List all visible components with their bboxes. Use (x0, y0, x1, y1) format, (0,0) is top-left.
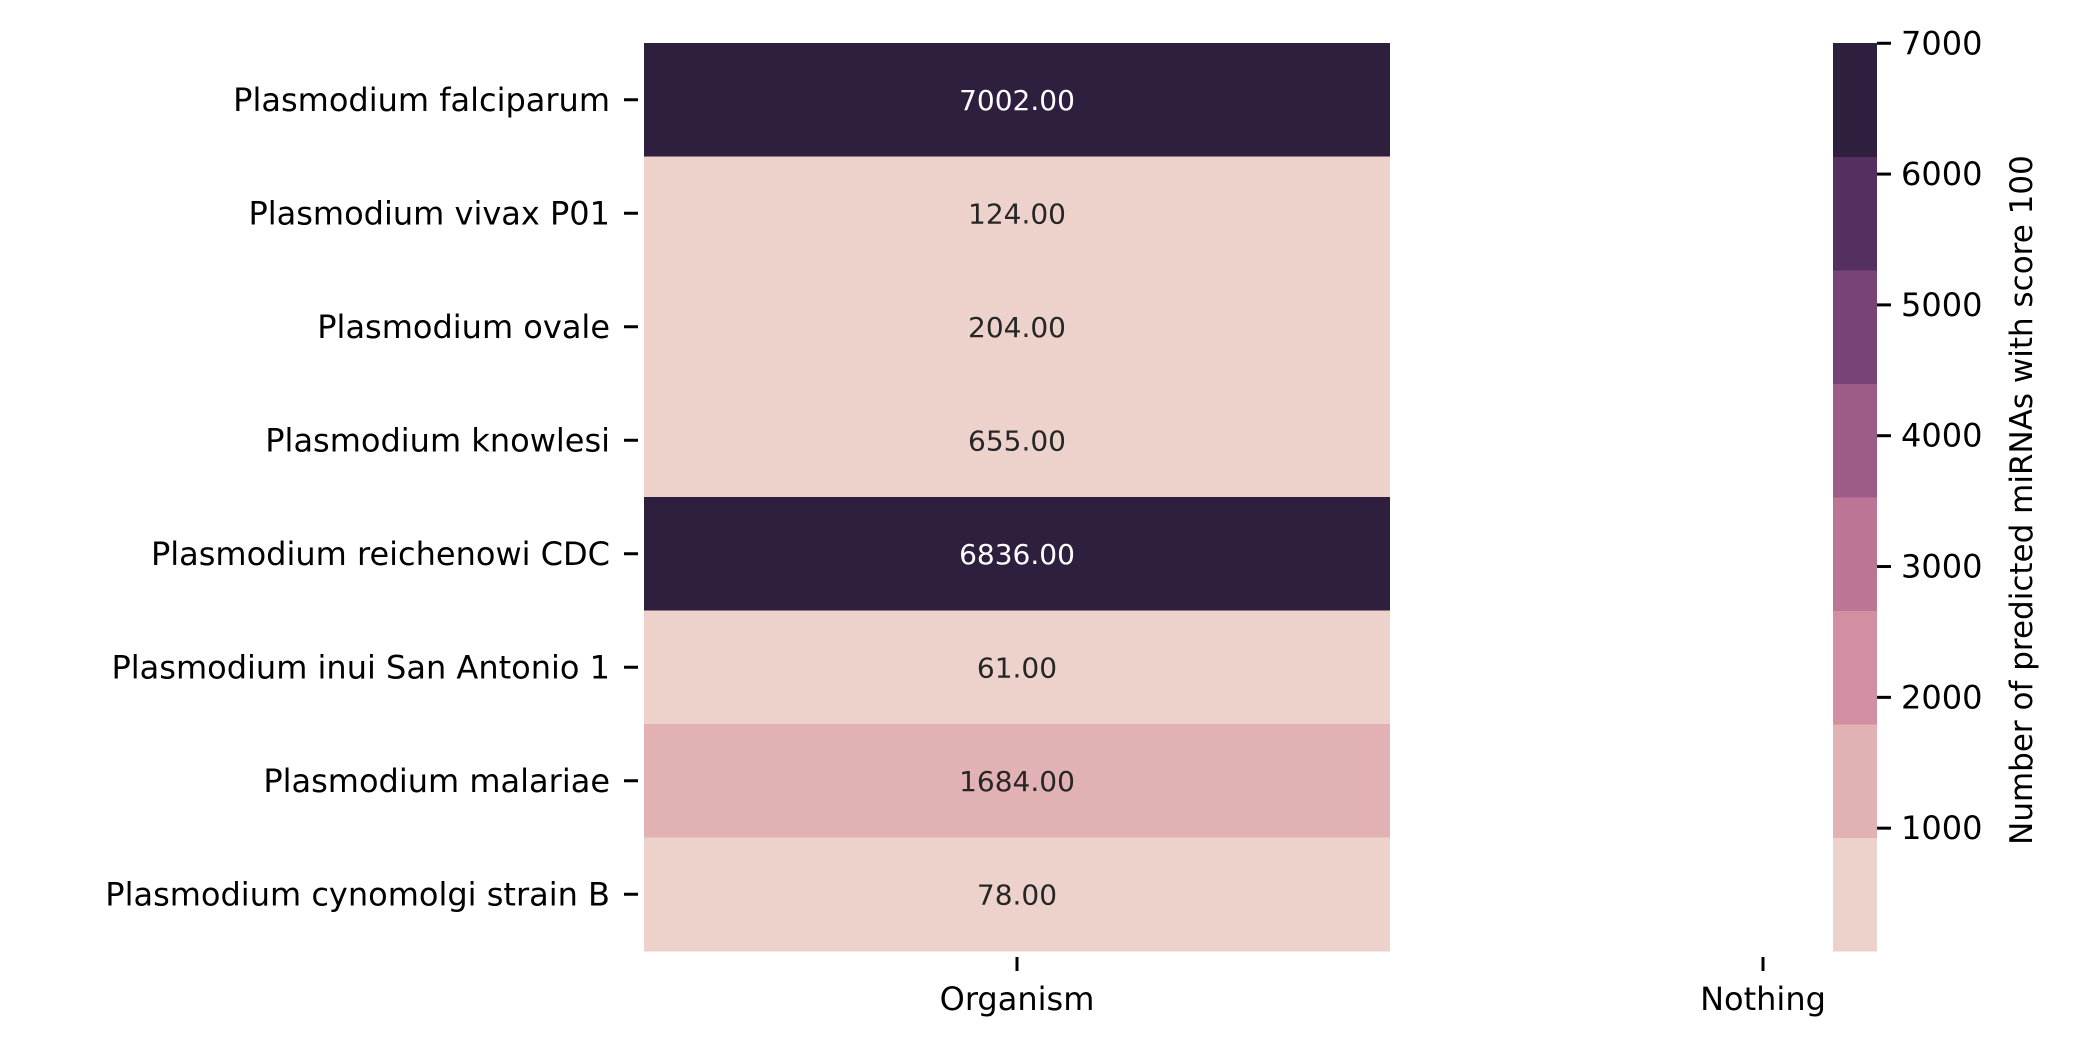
y-tick-label: Plasmodium knowlesi (265, 421, 610, 459)
y-tick-label: Plasmodium ovale (317, 308, 610, 346)
colorbar-tick-label: 1000 (1901, 809, 1982, 847)
cell-value-label: 78.00 (977, 878, 1057, 911)
heatmap-cells (644, 43, 1390, 952)
colorbar-segment (1833, 156, 1877, 271)
colorbar-segment (1833, 610, 1877, 725)
heatmap-cell (644, 837, 1390, 952)
colorbar-tick-label: 5000 (1901, 286, 1982, 324)
y-tick-label: Plasmodium inui San Antonio 1 (111, 648, 610, 686)
heatmap-cell (644, 43, 1390, 157)
colorbar-segment (1833, 837, 1877, 952)
colorbar-segment (1833, 43, 1877, 157)
x-tick-label: Nothing (1700, 980, 1826, 1018)
cell-value-label: 7002.00 (959, 84, 1075, 117)
colorbar-segment (1833, 270, 1877, 384)
heatmap-cell (644, 383, 1390, 498)
colorbar-tick-label: 3000 (1901, 548, 1982, 586)
y-tick-label: Plasmodium reichenowi CDC (151, 535, 610, 573)
heatmap-cell (644, 270, 1390, 384)
colorbar-segment (1833, 383, 1877, 498)
x-axis: Organism Nothing (940, 957, 1826, 1018)
y-tick-label: Plasmodium cynomolgi strain B (105, 875, 610, 913)
cell-value-label: 61.00 (977, 651, 1057, 684)
colorbar-segment (1833, 724, 1877, 838)
colorbar-tick-label: 4000 (1901, 417, 1982, 455)
cell-value-label: 655.00 (968, 424, 1066, 457)
cell-value-label: 1684.00 (959, 765, 1075, 798)
x-tick-label: Organism (940, 980, 1095, 1018)
heatmap-cell (644, 497, 1390, 611)
cell-value-label: 204.00 (968, 311, 1066, 344)
y-tick-label: Plasmodium vivax P01 (248, 194, 610, 232)
y-tick-label: Plasmodium falciparum (233, 81, 610, 119)
y-tick-label: Plasmodium malariae (263, 762, 610, 800)
colorbar-tick-label: 7000 (1901, 24, 1982, 62)
heatmap-cell (644, 610, 1390, 725)
colorbar: 1000 2000 3000 4000 5000 6000 7000 (1833, 24, 1982, 952)
heatmap-cell-labels: 7002.00 124.00 204.00 655.00 6836.00 61.00 168… (959, 84, 1075, 912)
cell-value-label: 124.00 (968, 197, 1066, 230)
cell-value-label: 6836.00 (959, 538, 1075, 571)
y-axis: Plasmodium falciparum Plasmodium vivax P0… (105, 81, 638, 913)
heatmap-cell (644, 156, 1390, 271)
colorbar-tick-label: 2000 (1901, 678, 1982, 716)
colorbar-tick-label: 6000 (1901, 155, 1982, 193)
heatmap-cell (644, 724, 1390, 838)
colorbar-label: Number of predicted miRNAs with score 10… (2004, 155, 2040, 845)
colorbar-segment (1833, 497, 1877, 611)
